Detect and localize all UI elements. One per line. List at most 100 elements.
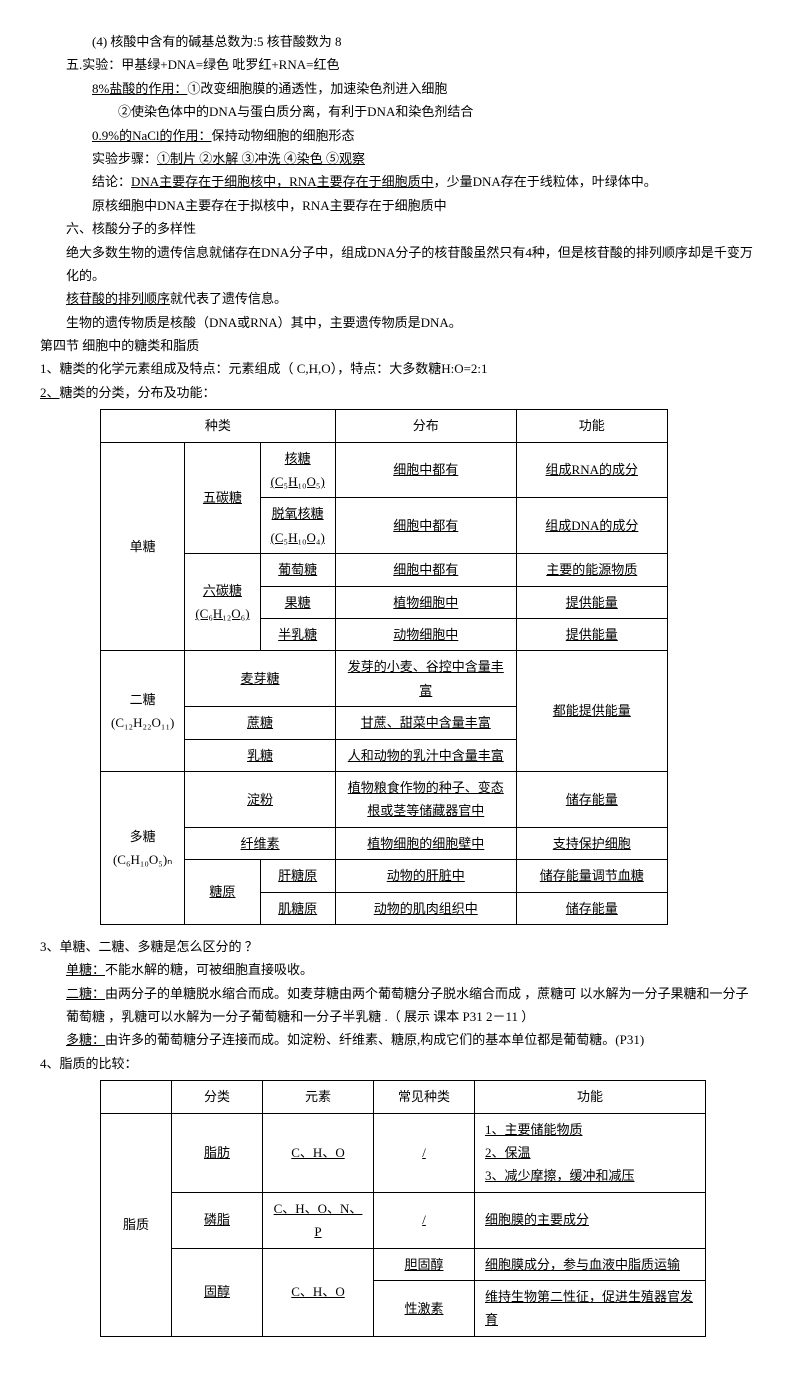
table-cell: 磷脂 xyxy=(172,1192,263,1248)
text: 组成DNA的成分 xyxy=(545,518,638,533)
text-line: 五.实验：甲基绿+DNA=绿色 吡罗红+RNA=红色 xyxy=(40,53,760,76)
text: 主要的能源物质 xyxy=(546,562,637,577)
text: 都能提供能量 xyxy=(553,703,631,718)
table-cell: 固醇 xyxy=(172,1248,263,1336)
table-header: 功能 xyxy=(475,1081,706,1113)
underline-text: 2、 xyxy=(40,385,60,400)
text: 固醇 xyxy=(204,1284,230,1299)
text: 由许多的葡萄糖分子连接而成。如淀粉、纤维素、糖原,构成它们的基本单位都是葡萄糖。… xyxy=(105,1032,644,1047)
text: 提供能量 xyxy=(566,595,618,610)
text: 实验步骤： xyxy=(92,151,157,166)
text: 保持动物细胞的细胞形态 xyxy=(212,128,355,143)
text: (C₆H₁₀O₅)ₙ xyxy=(113,852,172,867)
table-header: 元素 xyxy=(263,1081,374,1113)
text: (C₅H₁₀O₄) xyxy=(271,530,325,545)
text: 蔗糖 xyxy=(247,715,273,730)
table-cell: 脱氧核糖 (C₅H₁₀O₄) xyxy=(260,498,335,554)
underline-text: 多糖： xyxy=(66,1032,105,1047)
table-header: 分布 xyxy=(335,410,516,442)
table-header xyxy=(101,1081,172,1113)
text: 植物细胞中 xyxy=(393,595,458,610)
text: 二糖 xyxy=(130,692,156,707)
text: 提供能量 xyxy=(566,627,618,642)
table-cell: 植物细胞中 xyxy=(335,586,516,618)
section-title: 第四节 细胞中的糖类和脂质 xyxy=(40,334,760,357)
text: 就代表了遗传信息。 xyxy=(170,291,287,306)
text: 结论： xyxy=(92,174,131,189)
text: 细胞中都有 xyxy=(393,462,458,477)
table-cell: 甘蔗、甜菜中含量丰富 xyxy=(335,707,516,739)
table-cell: 果糖 xyxy=(260,586,335,618)
table-cell: 维持生物第二性征，促进生殖器官发育 xyxy=(475,1280,706,1336)
table-cell: 单糖 xyxy=(101,442,185,651)
text-line: 2、糖类的分类，分布及功能： xyxy=(40,381,760,404)
text: 动物的肝脏中 xyxy=(387,868,465,883)
text-line: 1、糖类的化学元素组成及特点：元素组成（ C,H,O），特点：大多数糖H:O=2… xyxy=(40,357,760,380)
table-cell: 植物细胞的细胞壁中 xyxy=(335,827,516,859)
text: 肌糖原 xyxy=(278,901,317,916)
table-cell: 动物的肌肉组织中 xyxy=(335,892,516,924)
text: 植物细胞的细胞壁中 xyxy=(367,836,484,851)
underline-text: 单糖： xyxy=(66,962,105,977)
text: 脂肪 xyxy=(204,1145,230,1160)
text: 由两分子的单糖脱水缩合而成。如麦芽糖由两个葡萄糖分子脱水缩合而成 ，蔗糖可 以水… xyxy=(66,986,749,1024)
table-cell: 胆固醇 xyxy=(374,1248,475,1280)
text-line: (4) 核酸中含有的碱基总数为:5 核苷酸数为 8 xyxy=(40,30,760,53)
table-cell: 细胞中都有 xyxy=(335,442,516,498)
table-cell: 肌糖原 xyxy=(260,892,335,924)
text-line: ②使染色体中的DNA与蛋白质分离，有利于DNA和染色剂结合 xyxy=(40,100,760,123)
text-line: 核苷酸的排列顺序就代表了遗传信息。 xyxy=(40,287,760,310)
text-line: 生物的遗传物质是核酸（DNA或RNA）其中，主要遗传物质是DNA。 xyxy=(40,311,760,334)
table-cell: 脂肪 xyxy=(172,1113,263,1192)
text: (C₆H₁₂O₆) xyxy=(195,606,249,621)
text: 六碳糖 xyxy=(203,583,242,598)
table-cell: 支持保护细胞 xyxy=(516,827,667,859)
underline-text: ①制片 ②水解 ③冲洗 ④染色 ⑤观察 xyxy=(157,151,365,166)
table-cell: 细胞膜成分，参与血液中脂质运输 xyxy=(475,1248,706,1280)
underline-text: DNA主要存在于细胞核中，RNA主要存在于细胞质中 xyxy=(131,174,434,189)
text-line: 0.9%的NaCl的作用：保持动物细胞的细胞形态 xyxy=(40,124,760,147)
text-line: 8%盐酸的作用：①改变细胞膜的通透性，加速染色剂进入细胞 xyxy=(40,77,760,100)
text: 核糖 xyxy=(285,451,311,466)
table-header: 常见种类 xyxy=(374,1081,475,1113)
table-cell: 葡萄糖 xyxy=(260,554,335,586)
text: 脱氧核糖 xyxy=(272,506,324,521)
text: 细胞中都有 xyxy=(393,518,458,533)
underline-text: 核苷酸的排列顺序 xyxy=(66,291,170,306)
table-cell: 脂质 xyxy=(101,1113,172,1336)
table-cell: 植物粮食作物的种子、变态根或茎等储藏器官中 xyxy=(335,771,516,827)
text: 人和动物的乳汁中含量丰富 xyxy=(348,748,504,763)
underline-text: 8%盐酸的作用： xyxy=(92,81,187,96)
text: C、H、O xyxy=(291,1284,344,1299)
text-line: 单糖：不能水解的糖，可被细胞直接吸收。 xyxy=(40,958,760,981)
table-cell: 多糖(C₆H₁₀O₅)ₙ xyxy=(101,771,185,924)
text: 细胞膜的主要成分 xyxy=(485,1212,589,1227)
table-cell: 乳糖 xyxy=(185,739,335,771)
table-cell: 储存能量 xyxy=(516,892,667,924)
table-cell: C、H、O xyxy=(263,1113,374,1192)
table-cell: 六碳糖 (C₆H₁₂O₆) xyxy=(185,554,260,651)
text-line: 结论：DNA主要存在于细胞核中，RNA主要存在于细胞质中，少量DNA存在于线粒体… xyxy=(40,170,760,193)
table-cell: 二糖(C₁₂H₂₂O₁₁) xyxy=(101,651,185,772)
table-cell: 肝糖原 xyxy=(260,860,335,892)
text: ，少量DNA存在于线粒体，叶绿体中。 xyxy=(434,174,657,189)
text: / xyxy=(422,1145,426,1160)
text: 3、减少摩擦，缓冲和减压 xyxy=(485,1168,635,1183)
table-cell: 动物细胞中 xyxy=(335,618,516,650)
text: 2、保温 xyxy=(485,1145,531,1160)
text-line: 多糖：由许多的葡萄糖分子连接而成。如淀粉、纤维素、糖原,构成它们的基本单位都是葡… xyxy=(40,1028,760,1051)
table-header: 功能 xyxy=(516,410,667,442)
text: 动物细胞中 xyxy=(393,627,458,642)
text: 糖原 xyxy=(209,884,235,899)
text: 支持保护细胞 xyxy=(553,836,631,851)
text: 葡萄糖 xyxy=(278,562,317,577)
table-cell: 糖原 xyxy=(185,860,260,925)
text-line: 绝大多数生物的遗传信息就储存在DNA分子中，组成DNA分子的核苷酸虽然只有4种，… xyxy=(40,241,760,288)
text: 果糖 xyxy=(285,595,311,610)
text: 纤维素 xyxy=(241,836,280,851)
table-cell: 储存能量调节血糖 xyxy=(516,860,667,892)
table-header: 种类 xyxy=(101,410,336,442)
text: 1、主要储能物质 xyxy=(485,1122,583,1137)
table-cell: 细胞中都有 xyxy=(335,554,516,586)
text-line: 原核细胞中DNA主要存在于拟核中，RNA主要存在于细胞质中 xyxy=(40,194,760,217)
